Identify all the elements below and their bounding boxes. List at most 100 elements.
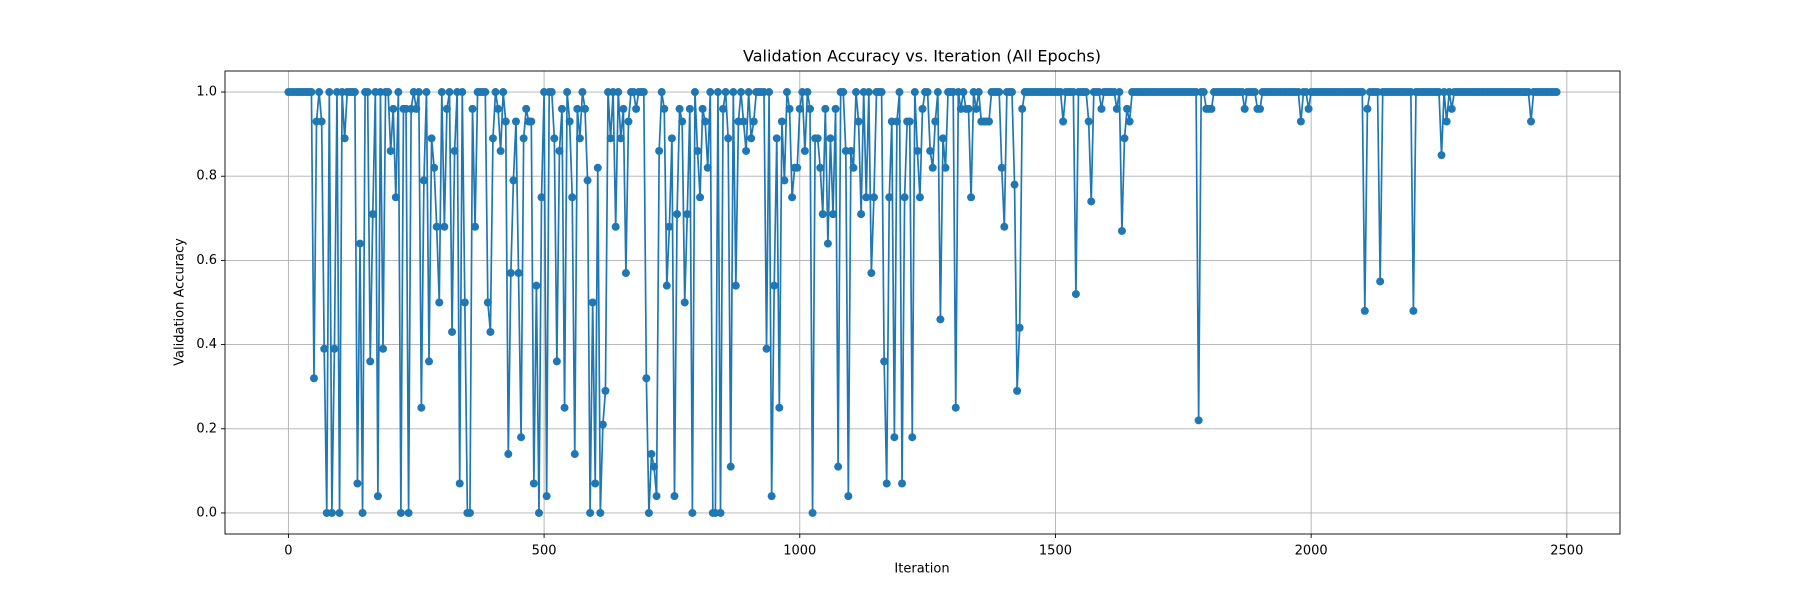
data-point (1015, 323, 1024, 332)
data-point (422, 88, 431, 97)
data-point (419, 176, 428, 185)
data-point (511, 117, 520, 126)
data-point (1552, 88, 1561, 97)
data-point (780, 176, 789, 185)
data-point (729, 88, 738, 97)
x-tick-label: 0 (284, 544, 292, 559)
data-point (450, 146, 459, 155)
data-point (713, 88, 722, 97)
data-point (731, 281, 740, 290)
data-point (1240, 104, 1249, 113)
data-point (557, 104, 566, 113)
data-point (320, 344, 329, 353)
data-point (795, 104, 804, 113)
data-point (309, 374, 318, 383)
data-point (941, 163, 950, 172)
data-point (719, 104, 728, 113)
data-point (767, 492, 776, 501)
data-point (813, 134, 822, 143)
data-point (844, 492, 853, 501)
data-point (307, 88, 316, 97)
data-point (1115, 88, 1124, 97)
data-point (386, 146, 395, 155)
data-point (501, 117, 510, 126)
data-point (445, 88, 454, 97)
data-point (593, 163, 602, 172)
y-tick-label: 0.8 (196, 169, 217, 184)
data-point (846, 146, 855, 155)
data-point (621, 269, 630, 278)
data-point (867, 269, 876, 278)
data-point (481, 88, 490, 97)
data-point (527, 117, 536, 126)
data-point (959, 88, 968, 97)
data-point (1000, 222, 1009, 231)
data-point (744, 88, 753, 97)
data-point (693, 146, 702, 155)
data-point (673, 210, 682, 219)
data-point (358, 508, 367, 517)
data-point (611, 222, 620, 231)
data-point (356, 239, 364, 248)
data-point (1437, 151, 1446, 160)
data-point (726, 462, 735, 471)
data-point (670, 492, 679, 501)
data-point (363, 88, 372, 97)
data-point (432, 222, 441, 231)
data-point (565, 117, 574, 126)
data-point (396, 508, 405, 517)
data-point (330, 344, 339, 353)
data-point (742, 146, 751, 155)
data-point (775, 403, 784, 412)
axes-frame (224, 70, 1621, 535)
data-point (560, 403, 569, 412)
data-point (900, 193, 909, 202)
data-point (1358, 88, 1367, 97)
data-point (1084, 117, 1093, 126)
data-point (1296, 117, 1305, 126)
data-point (662, 281, 671, 290)
data-point (573, 104, 582, 113)
data-point (675, 104, 684, 113)
data-point (736, 88, 745, 97)
data-point (471, 222, 480, 231)
x-axis-label: Iteration (894, 562, 949, 577)
data-point (1082, 88, 1091, 97)
data-point (1442, 117, 1451, 126)
data-point (588, 298, 597, 307)
data-point (772, 134, 781, 143)
data-point (435, 298, 444, 307)
data-point (951, 403, 960, 412)
data-point (793, 163, 802, 172)
data-point (455, 479, 464, 488)
data-point (624, 117, 633, 126)
data-point (683, 210, 692, 219)
data-point (854, 117, 863, 126)
data-point (522, 104, 531, 113)
data-point (639, 88, 648, 97)
data-point (1071, 290, 1080, 299)
data-point (373, 492, 382, 501)
data-point (542, 492, 551, 501)
data-point (933, 88, 942, 97)
data-point (606, 134, 615, 143)
data-point (519, 134, 528, 143)
y-tick-label: 0.0 (196, 505, 217, 520)
data-point (984, 117, 993, 126)
data-point (315, 88, 324, 97)
data-point (877, 88, 886, 97)
data-point (578, 88, 587, 97)
data-point (1013, 386, 1022, 395)
data-point (327, 508, 336, 517)
data-point (1360, 306, 1369, 315)
data-point (862, 193, 871, 202)
data-point (427, 134, 436, 143)
data-point (353, 479, 362, 488)
data-point (908, 433, 917, 442)
data-point (818, 210, 827, 219)
data-point (821, 104, 830, 113)
data-point (890, 433, 899, 442)
data-point (563, 88, 572, 97)
data-point (698, 104, 707, 113)
x-tick-label: 2000 (1295, 544, 1328, 559)
